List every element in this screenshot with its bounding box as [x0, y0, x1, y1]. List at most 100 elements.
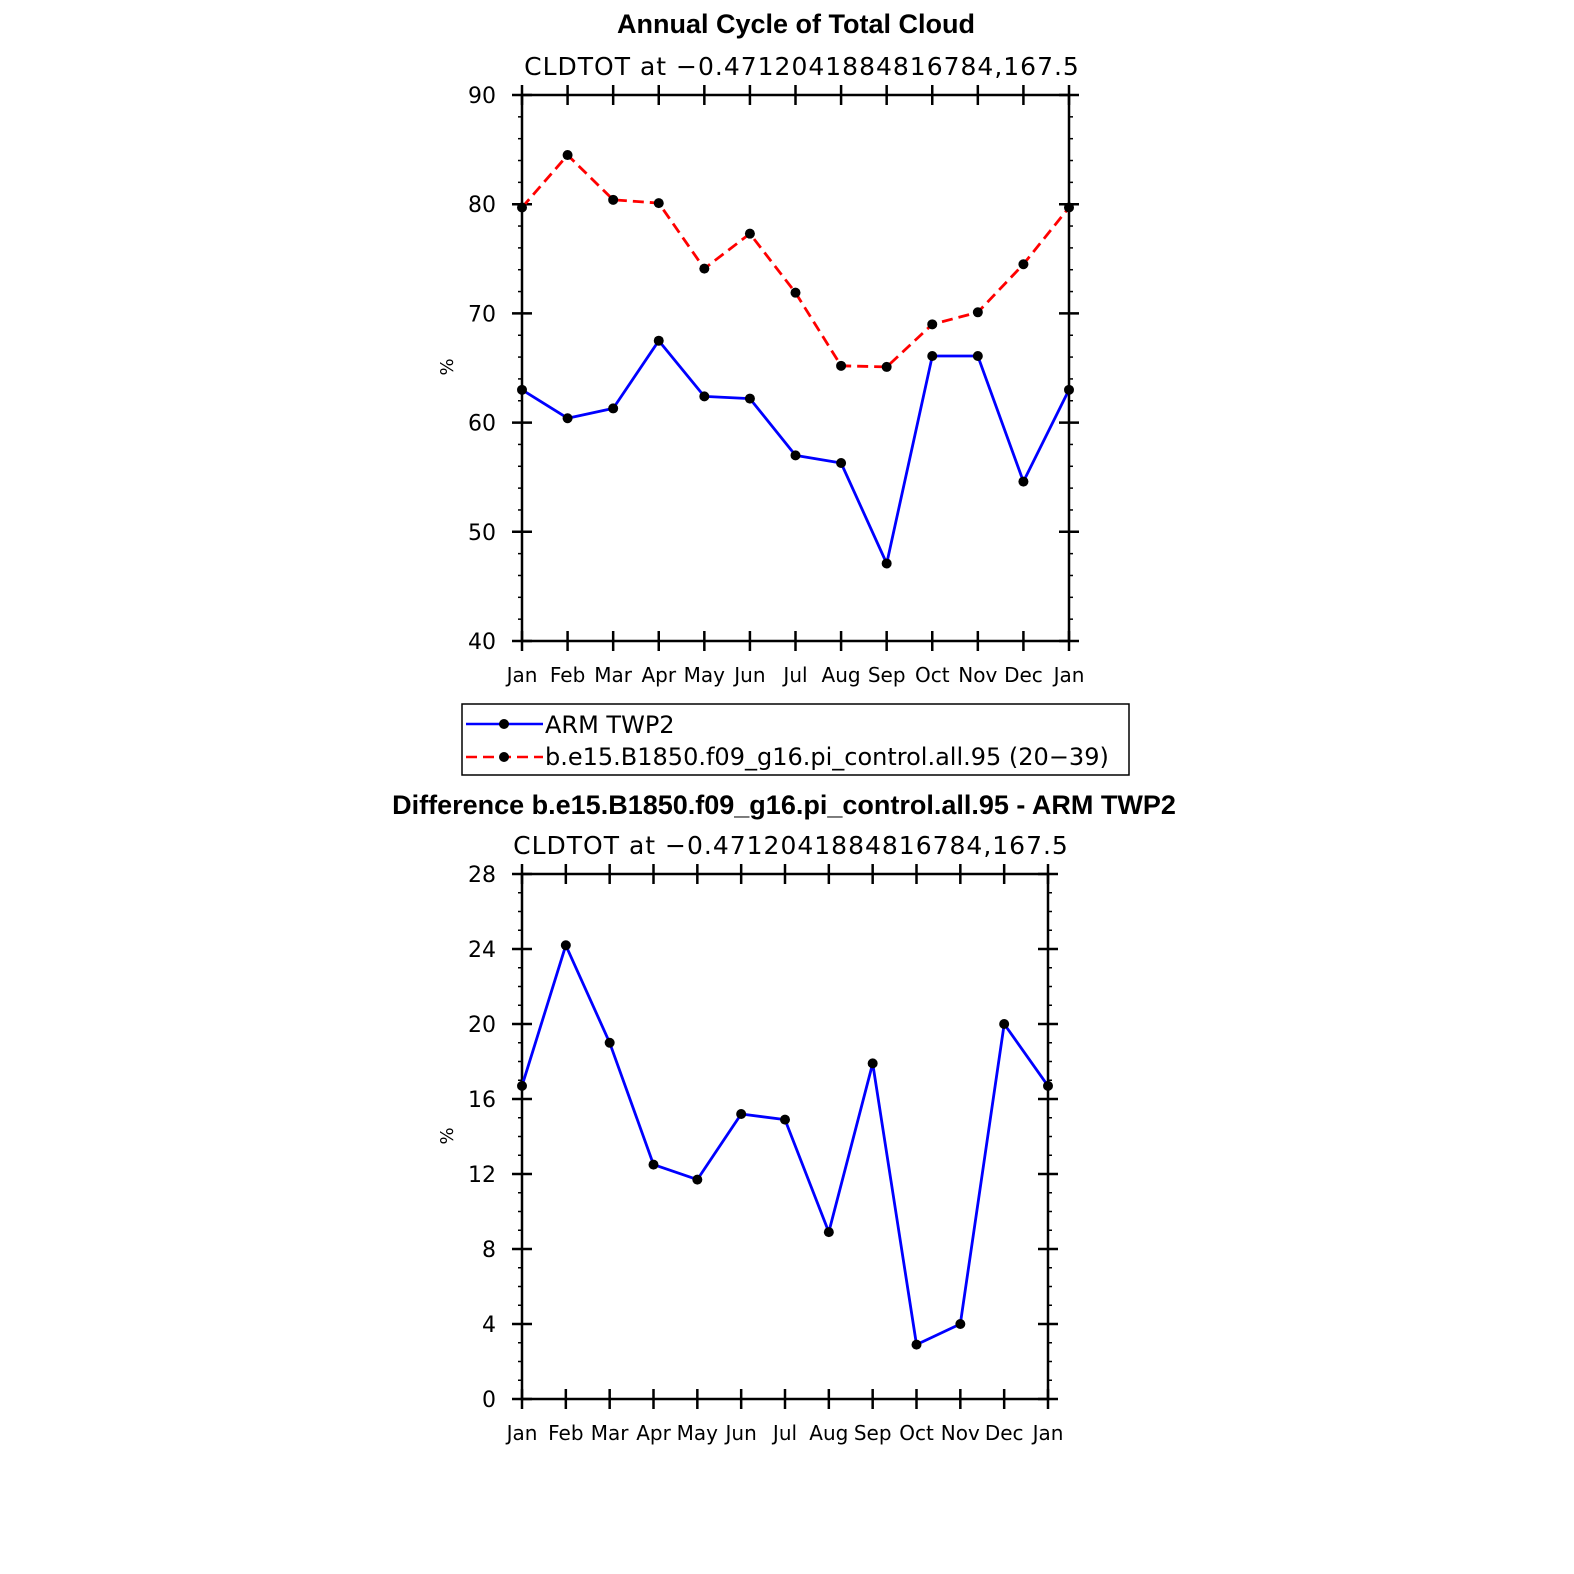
- data-point: [867, 1058, 878, 1069]
- x-tick-label: Aug: [822, 663, 861, 687]
- data-point: [790, 450, 801, 461]
- data-point: [1018, 476, 1029, 487]
- data-point: [927, 319, 938, 330]
- y-tick-label: 40: [468, 630, 496, 655]
- data-point: [560, 940, 571, 951]
- data-point: [736, 1109, 747, 1119]
- data-point: [881, 558, 892, 569]
- series-line: [520, 153, 1071, 369]
- x-tick-label: May: [684, 663, 726, 687]
- y-tick-label: 50: [468, 521, 496, 546]
- data-point: [823, 1227, 834, 1238]
- x-tick-label: Jul: [781, 663, 807, 687]
- data-point: [955, 1319, 966, 1329]
- chart-title: Annual Cycle of Total Cloud: [617, 9, 975, 39]
- data-point: [836, 458, 847, 469]
- legend-label-arm: ARM TWP2: [545, 711, 675, 739]
- data-point: [604, 1037, 615, 1048]
- legend-marker-model: [499, 752, 509, 762]
- data-point: [692, 1174, 703, 1185]
- chart-subtitle: CLDTOT at −0.4712041884816784,167.5: [524, 52, 1080, 81]
- data-point: [653, 335, 664, 346]
- data-point: [790, 287, 801, 298]
- y-tick-label: 80: [468, 193, 496, 218]
- y-tick-label: 4: [482, 1313, 496, 1338]
- x-tick-label: Jan: [1052, 663, 1085, 687]
- y-tick-label: 60: [468, 412, 496, 437]
- data-point: [881, 361, 892, 372]
- data-point: [744, 228, 755, 239]
- series-layer: [517, 940, 1053, 1350]
- data-point: [999, 1019, 1010, 1029]
- data-point: [1043, 1080, 1053, 1091]
- data-point: [648, 1159, 659, 1170]
- x-tick-label: Feb: [548, 1421, 583, 1445]
- data-point: [1064, 384, 1074, 395]
- y-axis-label: %: [437, 1127, 458, 1144]
- chart-difference: Difference b.e15.B1850.f09_g16.pi_contro…: [392, 790, 1176, 1445]
- y-tick-label: 20: [468, 1013, 496, 1038]
- x-tick-label: Oct: [915, 663, 950, 687]
- legend-marker-arm: [499, 719, 509, 729]
- legend-label-model: b.e15.B1850.f09_g16.pi_control.all.95 (2…: [545, 743, 1109, 771]
- x-tick-label: Jun: [724, 1421, 757, 1445]
- data-point: [1018, 259, 1029, 270]
- x-tick-label: May: [677, 1421, 719, 1445]
- x-tick-label: Jan: [505, 1421, 538, 1445]
- x-tick-label: Mar: [594, 663, 633, 687]
- y-tick-label: 12: [468, 1163, 496, 1188]
- y-tick-label: 90: [468, 84, 496, 109]
- legend-box: [461, 703, 1130, 776]
- plot-axes: 40 50 60 70 80 90 Jan Feb Mar Apr May Jun Jul Aug Sep O…: [468, 84, 1084, 687]
- x-tick-label: Mar: [591, 1421, 630, 1445]
- data-point: [972, 307, 983, 318]
- data-point: [927, 350, 938, 361]
- x-tick-label: Dec: [985, 1421, 1024, 1445]
- data-point: [836, 360, 847, 371]
- chart-title: Difference b.e15.B1850.f09_g16.pi_contro…: [392, 790, 1176, 820]
- x-tick-label: Jan: [1031, 1421, 1064, 1445]
- data-point: [1064, 202, 1074, 213]
- x-tick-label: Nov: [958, 663, 997, 687]
- data-point: [744, 393, 755, 404]
- y-tick-label: 8: [482, 1238, 496, 1263]
- data-point: [780, 1114, 790, 1125]
- data-point: [972, 350, 983, 361]
- chart-annual-cycle: Annual Cycle of Total Cloud CLDTOT at −0…: [437, 9, 1084, 687]
- x-tick-label: Sep: [854, 1421, 892, 1445]
- data-point: [562, 150, 573, 161]
- y-tick-label: 0: [482, 1388, 496, 1413]
- x-tick-label: Apr: [641, 663, 676, 687]
- data-point: [608, 194, 619, 205]
- plot-frame: [520, 872, 1050, 1401]
- data-point: [699, 391, 710, 402]
- plot-frame: [520, 93, 1071, 643]
- y-axis-label: %: [437, 358, 458, 375]
- plot-axes: 0 4 8 12 16 20 24 28 Jan Feb Mar Apr May Jun Jul Aug Sep…: [468, 863, 1063, 1445]
- data-point: [699, 263, 710, 274]
- x-tick-label: Jan: [505, 663, 538, 687]
- x-tick-label: Jun: [732, 663, 765, 687]
- chart-subtitle: CLDTOT at −0.4712041884816784,167.5: [513, 831, 1069, 860]
- y-tick-label: 70: [468, 302, 496, 327]
- x-tick-label: Nov: [941, 1421, 980, 1445]
- data-point: [517, 384, 527, 395]
- x-tick-label: Apr: [636, 1421, 671, 1445]
- data-point: [653, 198, 664, 209]
- x-tick-label: Feb: [550, 663, 585, 687]
- y-tick-label: 24: [468, 938, 496, 963]
- data-point: [911, 1339, 922, 1350]
- y-tick-label: 28: [468, 863, 496, 888]
- x-tick-label: Jul: [771, 1421, 797, 1445]
- series-layer: [517, 150, 1074, 569]
- data-point: [562, 413, 573, 424]
- y-tick-label: 16: [468, 1088, 496, 1113]
- series-line: [520, 943, 1050, 1346]
- data-point: [517, 1080, 527, 1091]
- legend: ARM TWP2 b.e15.B1850.f09_g16.pi_control.…: [461, 703, 1130, 776]
- data-point: [608, 403, 619, 414]
- x-tick-label: Oct: [899, 1421, 934, 1445]
- x-tick-label: Aug: [809, 1421, 848, 1445]
- data-point: [517, 202, 527, 213]
